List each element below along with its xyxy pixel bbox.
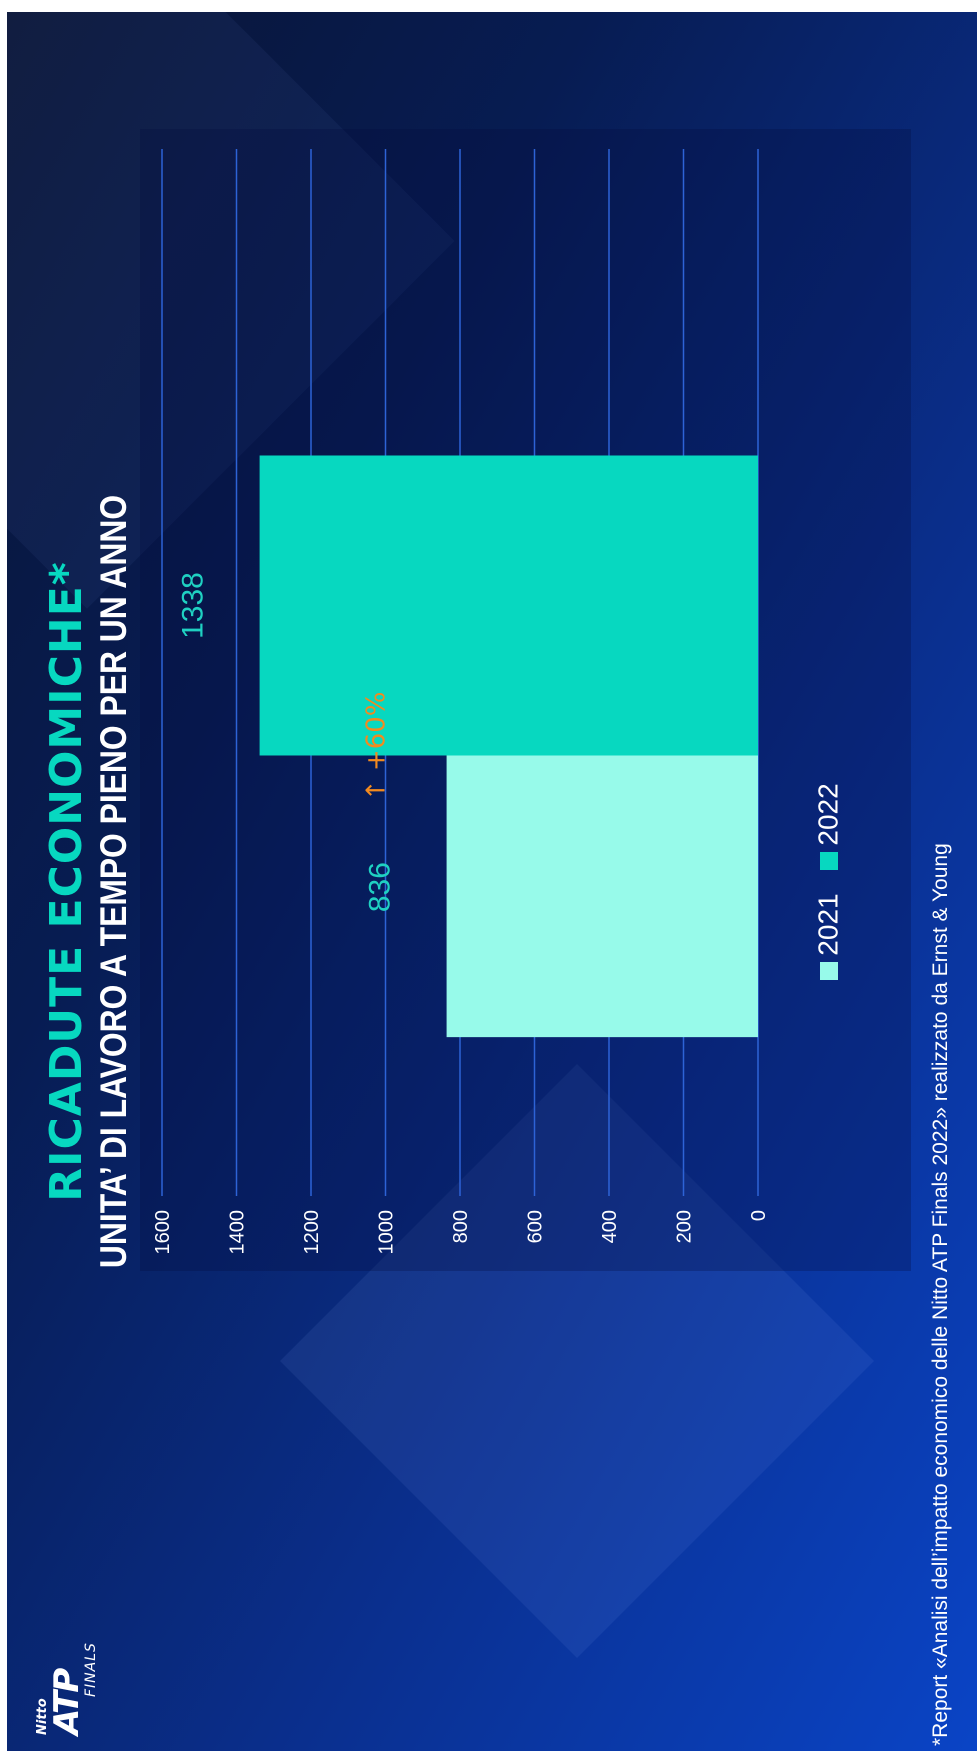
chart-subtitle: UNITA’ DI LAVORO A TEMPO PIENO PER UN AN… — [93, 494, 134, 1269]
chart-title: RICADUTE ECONOMICHE* — [41, 561, 92, 1202]
y-tick-label: 200 — [674, 1210, 696, 1243]
legend-swatch-2022 — [819, 851, 838, 870]
y-tick-label: 1000 — [376, 1210, 398, 1255]
y-tick-label: 1200 — [301, 1210, 323, 1255]
y-tick-label: 800 — [450, 1210, 472, 1243]
data-label-2022: 1338 — [177, 572, 210, 639]
bar-chart: 0 200 400 600 800 1000 1200 1400 1600 836 1338 ↑ +6… — [152, 149, 770, 1255]
growth-annotation: ↑ +60% — [361, 692, 391, 802]
data-label-2021: 836 — [364, 862, 397, 912]
y-tick-label: 0 — [748, 1210, 770, 1221]
plot-panel: 0 200 400 600 800 1000 1200 1400 1600 836 1338 ↑ +6… — [140, 129, 911, 1271]
legend-swatch-2021 — [819, 961, 838, 980]
y-tick-label: 1400 — [227, 1210, 249, 1255]
legend-item-2021: 2021 — [811, 893, 845, 980]
chart-legend: 2021 2022 — [811, 12, 845, 1751]
poster: Nitto ATP FINALS RICADUTE ECONOMICHE* UN… — [7, 12, 977, 1751]
y-tick-label: 1600 — [152, 1210, 174, 1255]
legend-item-2022: 2022 — [811, 783, 845, 870]
legend-label-2021: 2021 — [812, 893, 844, 956]
y-tick-label: 600 — [525, 1210, 547, 1243]
legend-label-2022: 2022 — [812, 783, 844, 846]
bar-2021 — [446, 737, 758, 1038]
chart-canvas: Nitto ATP FINALS RICADUTE ECONOMICHE* UN… — [7, 12, 977, 1751]
y-tick-label: 400 — [599, 1210, 621, 1243]
source-footnote: *Report «Analisi dell’impatto economico … — [929, 843, 952, 1746]
bar-2022 — [259, 455, 758, 756]
